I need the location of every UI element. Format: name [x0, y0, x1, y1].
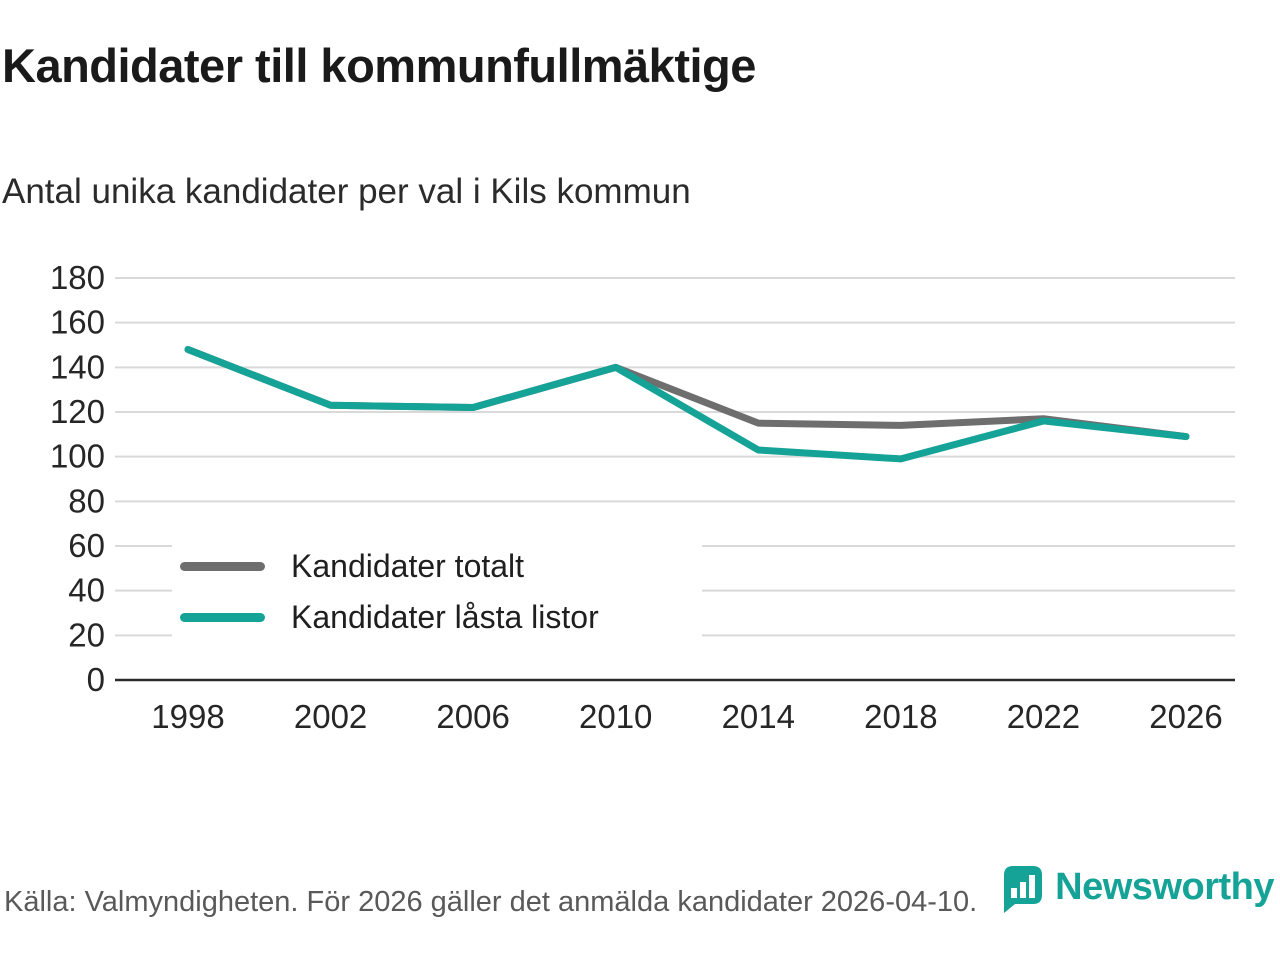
legend-label-locked-lists: Kandidater låsta listor: [291, 599, 599, 636]
legend-item-locked-lists: Kandidater låsta listor: [180, 599, 702, 636]
newsworthy-logo: Newsworthy: [997, 860, 1274, 914]
x-axis-tick: 2022: [1007, 698, 1080, 735]
legend-swatch-total: [180, 561, 265, 571]
page-subtitle: Antal unika kandidater per val i Kils ko…: [2, 172, 691, 211]
x-axis-tick: 2010: [579, 698, 652, 735]
x-axis-tick: 2006: [436, 698, 509, 735]
x-axis-tick: 1998: [151, 698, 224, 735]
y-axis-tick: 60: [68, 527, 105, 564]
newsworthy-logo-text: Newsworthy: [1055, 865, 1274, 908]
chart-legend: Kandidater totalt Kandidater låsta listo…: [172, 533, 702, 651]
y-axis-tick: 120: [50, 393, 105, 430]
source-note: Källa: Valmyndigheten. För 2026 gäller d…: [4, 886, 978, 918]
series-line-1: [184, 345, 1190, 463]
y-axis-tick: 0: [87, 661, 105, 698]
legend-label-total: Kandidater totalt: [291, 547, 525, 584]
x-axis-tick: 2018: [864, 698, 937, 735]
page-title: Kandidater till kommunfullmäktige: [2, 39, 756, 92]
chart-canvas: 0 20 40 60 80 100 120 140 160 180 1998 2002 2006 2010…: [50, 259, 1235, 735]
x-axis-tick: 2014: [722, 698, 795, 735]
y-axis-tick: 100: [50, 438, 105, 475]
y-axis-tick: 180: [50, 259, 105, 296]
legend-item-total: Kandidater totalt: [180, 548, 702, 585]
x-axis-tick: 2002: [294, 698, 367, 735]
line-chart: 0 20 40 60 80 100 120 140 160 180 1998 2002 2006 2010…: [0, 250, 1280, 750]
y-axis-tick: 40: [68, 572, 105, 609]
y-axis-tick: 80: [68, 482, 105, 519]
newsworthy-logo-icon: [1004, 866, 1043, 913]
legend-swatch-locked-lists: [180, 613, 265, 623]
y-axis-tick: 140: [50, 348, 105, 385]
x-axis-tick: 2026: [1149, 698, 1222, 735]
y-axis-tick: 20: [68, 616, 105, 653]
y-axis-tick: 160: [50, 304, 105, 341]
